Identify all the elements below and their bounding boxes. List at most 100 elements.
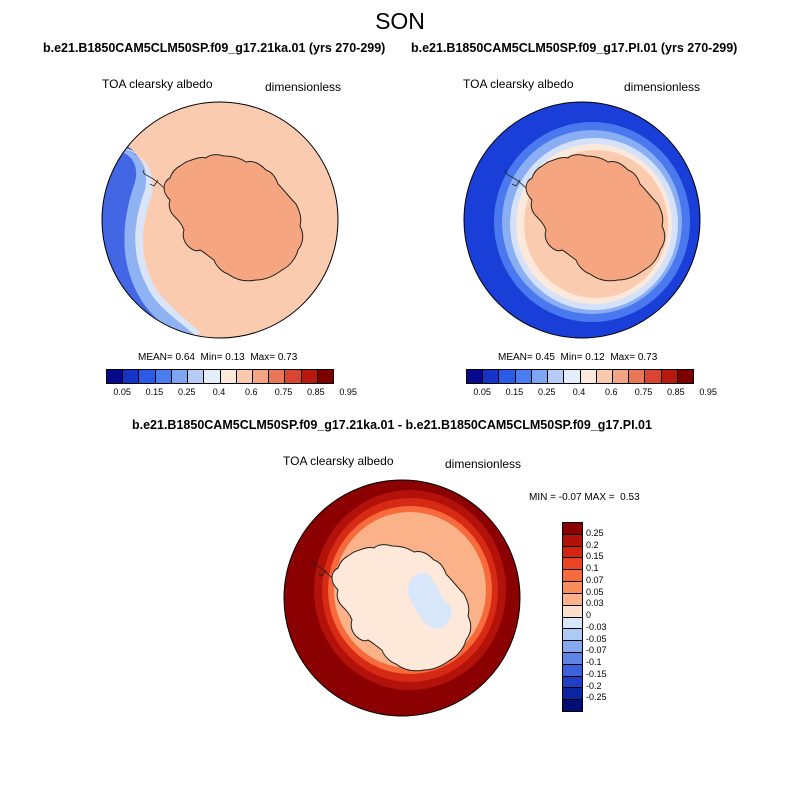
diff-colorbar-tick-label: 0.2 xyxy=(586,539,599,550)
panel2-max-label: Max= xyxy=(610,352,636,363)
diff-colorbar-tick-label: -0.07 xyxy=(586,645,607,656)
panel2-units-label: dimensionless xyxy=(624,80,701,94)
diff-colorbar-swatch xyxy=(563,652,582,665)
panel2-stats: MEAN= 0.45 Min= 0.12 Max= 0.73 xyxy=(498,352,657,363)
diff-colorbar-tick-label: 0.1 xyxy=(586,563,599,573)
panel2-colorbar-swatch xyxy=(531,370,549,383)
panel1-colorbar-tick-label: 0.85 xyxy=(307,387,325,397)
panel2-colorbar-swatch xyxy=(612,370,630,383)
diff-antarctica xyxy=(331,544,472,672)
diff-colorbar-tick-label: 0.15 xyxy=(586,551,604,562)
panel1-colorbar-tick-label: 0.75 xyxy=(274,387,293,397)
diff-min-value: -0.07 xyxy=(558,492,582,503)
panel2-mean-label: MEAN= xyxy=(498,352,533,363)
panel2-field-label: TOA clearsky albedo xyxy=(463,77,574,91)
panel1-max-label: Max= xyxy=(250,352,276,363)
panel2-colorbar-tick-label: 0.75 xyxy=(634,387,653,397)
panel2-map xyxy=(463,101,701,339)
diff-colorbar-swatch xyxy=(563,641,582,653)
panel1-min-value: 0.13 xyxy=(225,352,245,363)
panel2-colorbar xyxy=(466,369,694,384)
panel2-colorbar-tick-label: 0.05 xyxy=(473,387,491,397)
panel2-colorbar-swatch xyxy=(677,370,694,383)
diff-colorbar-tick-label: 0.03 xyxy=(586,598,604,609)
panel2-colorbar-tick-label: 0.85 xyxy=(667,387,685,397)
diff-colorbar-swatch xyxy=(563,605,582,618)
panel2-colorbar-swatch xyxy=(564,370,581,383)
panel1-stats: MEAN= 0.64 Min= 0.13 Max= 0.73 xyxy=(138,352,297,363)
panel1-colorbar-swatch xyxy=(204,370,221,383)
diff-colorbar-tick-label: 0 xyxy=(586,610,592,620)
diff-colorbar-tick-label: -0.25 xyxy=(586,692,607,703)
panel1-colorbar-swatch xyxy=(171,370,189,383)
diff-colorbar-swatch xyxy=(563,523,582,535)
panel2-colorbar-tick-label: 0.15 xyxy=(505,387,524,397)
diff-ice-shelf-blue xyxy=(408,573,452,629)
panel1-colorbar xyxy=(106,369,334,384)
diff-colorbar-tick-label: -0.03 xyxy=(586,621,607,632)
panel2-colorbar-swatch xyxy=(580,370,597,383)
panel2-min-value: 0.12 xyxy=(585,352,605,363)
panel1-colorbar-tick-label: 0.95 xyxy=(339,387,357,397)
diff-colorbar-swatch xyxy=(563,570,582,583)
panel2-colorbar-swatch xyxy=(467,370,484,383)
panel2-colorbar-swatch xyxy=(499,370,516,383)
panel2-min-label: Min= xyxy=(560,352,583,363)
panel2-colorbar-labels: 0.05 0.15 0.25 0.4 0.6 0.75 0.85 0.95 xyxy=(466,387,717,399)
diff-colorbar-labels: 0.25 0.2 0.15 0.1 0.07 0.05 0.03 0 -0.03 -0.05 -0.… xyxy=(586,522,626,712)
panel1-colorbar-swatch xyxy=(285,370,302,383)
panel1-colorbar-swatch xyxy=(317,370,334,383)
diff-colorbar-swatch xyxy=(563,593,582,606)
panel2-colorbar-swatch xyxy=(629,370,646,383)
panel2-colorbar-swatch xyxy=(483,370,500,383)
panel2-colorbar-swatch xyxy=(515,370,532,383)
panel1-case-title: b.e21.B1850CAM5CLM50SP.f09_g17.21ka.01 (… xyxy=(43,41,386,55)
diff-colorbar-swatch xyxy=(563,617,582,630)
panel1-units-label: dimensionless xyxy=(265,80,342,94)
diff-minmax: MIN = -0.07 MAX = 0.53 xyxy=(529,492,640,503)
diff-colorbar xyxy=(562,522,583,712)
diff-map xyxy=(283,479,521,717)
panel2-colorbar-swatch xyxy=(645,370,662,383)
panel1-colorbar-swatch xyxy=(107,370,124,383)
panel1-max-value: 0.73 xyxy=(277,352,298,363)
season-title: SON xyxy=(375,8,425,34)
panel1-colorbar-swatch xyxy=(301,370,318,383)
diff-colorbar-tick-label: -0.05 xyxy=(586,633,607,644)
diff-min-label: MIN = xyxy=(529,492,556,503)
panel2-colorbar-tick-label: 0.4 xyxy=(572,387,586,397)
diff-colorbar-tick-label: -0.1 xyxy=(586,657,602,667)
panel2-colorbar-swatch xyxy=(596,370,613,383)
panel1-colorbar-swatch xyxy=(123,370,140,383)
diff-colorbar-swatch xyxy=(563,700,582,711)
diff-units-label: dimensionless xyxy=(445,457,522,471)
panel1-colorbar-swatch xyxy=(220,370,237,383)
diff-colorbar-swatch xyxy=(563,688,582,701)
diff-colorbar-swatch xyxy=(563,582,582,594)
panel1-map xyxy=(101,101,339,339)
panel2-case-title: b.e21.B1850CAM5CLM50SP.f09_g17.PI.01 (yr… xyxy=(411,41,738,55)
diff-colorbar-swatch xyxy=(563,664,582,677)
panel2-colorbar-swatch xyxy=(548,370,565,383)
panel2-colorbar-tick-label: 0.25 xyxy=(537,387,556,397)
diff-max-label: MAX = xyxy=(584,492,615,503)
diff-colorbar-tick-label: 0.07 xyxy=(586,574,604,585)
panel1-min-label: Min= xyxy=(200,352,223,363)
panel1-colorbar-swatch xyxy=(139,370,156,383)
panel1-colorbar-labels: 0.05 0.15 0.25 0.4 0.6 0.75 0.85 0.95 xyxy=(106,387,357,399)
panel1-mean-value: 0.64 xyxy=(175,352,195,363)
diff-colorbar-swatch xyxy=(563,676,582,689)
panel2-mean-value: 0.45 xyxy=(535,352,555,363)
diff-colorbar-swatch xyxy=(563,546,582,559)
panel2-antarctica xyxy=(525,154,666,282)
diff-colorbar-tick-label: -0.2 xyxy=(586,680,602,691)
panel2-colorbar-swatch xyxy=(661,370,678,383)
panel1-colorbar-swatch xyxy=(155,370,172,383)
panel1-colorbar-tick-label: 0.05 xyxy=(113,387,131,397)
panel1-field-label: TOA clearsky albedo xyxy=(102,77,213,91)
panel1-colorbar-tick-label: 0.6 xyxy=(245,387,258,397)
panel1-colorbar-tick-label: 0.25 xyxy=(177,387,196,397)
panel1-colorbar-tick-label: 0.4 xyxy=(212,387,226,397)
diff-colorbar-swatch xyxy=(563,629,582,642)
panel1-colorbar-tick-label: 0.15 xyxy=(145,387,164,397)
